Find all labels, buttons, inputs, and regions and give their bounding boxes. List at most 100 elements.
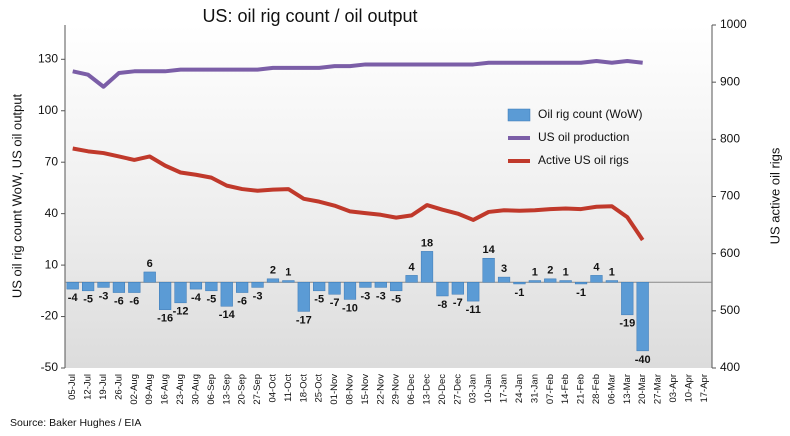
bar <box>82 282 95 292</box>
y-tick-label: 130 <box>38 51 58 65</box>
data-label: 1 <box>563 266 569 278</box>
bar <box>343 282 357 300</box>
x-tick-label: 02-Aug <box>129 374 140 405</box>
data-label: -3 <box>376 290 386 302</box>
legend-label: Oil rig count (WoW) <box>538 107 642 121</box>
x-tick-label: 31-Jan <box>529 374 540 403</box>
bar <box>390 282 403 292</box>
data-label: -5 <box>206 294 216 306</box>
y2-tick-label: 500 <box>720 303 740 317</box>
line <box>72 59 643 89</box>
x-tick-label: 27-Sep <box>252 374 263 405</box>
bar <box>359 282 372 288</box>
y2-tick-label: 800 <box>720 132 740 146</box>
bar <box>297 282 310 312</box>
bar <box>174 282 187 304</box>
data-label: -19 <box>619 318 635 330</box>
bar <box>251 282 264 288</box>
x-tick-label: 09-Aug <box>144 374 155 405</box>
x-tick-label: 23-Aug <box>175 374 186 405</box>
x-tick-label: 21-Feb <box>576 374 587 404</box>
bar <box>467 282 480 302</box>
bar <box>436 282 449 297</box>
bar <box>528 280 541 283</box>
x-tick-label: 08-Nov <box>345 374 356 405</box>
data-label: -7 <box>453 297 463 309</box>
x-tick-label: 12-Jul <box>83 374 94 400</box>
data-label: -3 <box>253 290 263 302</box>
bar <box>374 282 387 288</box>
y2-tick-label: 700 <box>720 189 740 203</box>
bar <box>420 251 434 283</box>
bar <box>266 278 280 283</box>
data-label: -4 <box>191 292 202 304</box>
data-label: 4 <box>409 261 416 273</box>
y-tick-label: 70 <box>45 154 59 168</box>
x-tick-label: 05-Jul <box>67 374 78 400</box>
bar <box>97 282 110 288</box>
bar <box>189 282 203 290</box>
data-label: -1 <box>515 287 525 299</box>
data-label: -7 <box>330 297 340 309</box>
data-label: 2 <box>270 265 276 277</box>
y-tick-label: 10 <box>45 257 59 271</box>
x-tick-label: 03-Jan <box>468 374 479 403</box>
y-tick-label: -20 <box>41 309 59 323</box>
bar <box>313 282 326 292</box>
legend-swatch <box>507 108 531 122</box>
bar <box>544 278 557 283</box>
bar <box>636 282 649 352</box>
x-tick-label: 28-Feb <box>591 374 602 404</box>
data-label: 2 <box>547 265 553 277</box>
x-tick-label: 04-Oct <box>267 374 278 403</box>
data-label: -8 <box>438 299 448 311</box>
y-tick-label: 100 <box>38 103 58 117</box>
y2-tick-label: 1000 <box>720 17 747 31</box>
data-label: -10 <box>342 302 358 314</box>
data-label: -5 <box>83 294 93 306</box>
y-axis-title: US oil rig count WoW, US oil output <box>9 94 24 299</box>
y2-tick-label: 600 <box>720 246 740 260</box>
bar <box>590 275 603 283</box>
y-tick-label: -50 <box>41 360 59 374</box>
x-tick-label: 06-Dec <box>406 374 417 405</box>
x-tick-label: 15-Nov <box>360 374 371 405</box>
x-tick-label: 17-Apr <box>699 374 710 403</box>
x-tick-label: 06-Mar <box>606 374 617 404</box>
data-label: 4 <box>593 261 600 273</box>
x-tick-label: 10-Jan <box>483 374 494 403</box>
data-label: 18 <box>421 237 433 249</box>
data-label: -1 <box>576 287 586 299</box>
data-label: 14 <box>483 244 496 256</box>
x-tick-label: 14-Feb <box>560 374 571 404</box>
data-label: 6 <box>147 258 153 270</box>
x-tick-label: 24-Jan <box>514 374 525 403</box>
x-tick-label: 29-Nov <box>391 374 402 405</box>
data-label: -6 <box>237 295 247 307</box>
data-label: -40 <box>635 354 651 366</box>
bar <box>497 276 511 283</box>
bar <box>405 275 418 283</box>
x-tick-label: 13-Mar <box>622 374 633 404</box>
x-tick-label: 20-Sep <box>237 374 248 405</box>
data-label: 3 <box>501 263 507 275</box>
data-label: -12 <box>173 306 189 318</box>
bar <box>621 282 634 316</box>
data-label: -16 <box>157 313 173 325</box>
bar <box>159 282 172 310</box>
x-tick-label: 30-Aug <box>190 374 201 405</box>
data-label: -17 <box>296 314 312 326</box>
bar <box>451 282 464 295</box>
data-label: -4 <box>68 292 79 304</box>
x-tick-label: 22-Nov <box>375 374 386 405</box>
bar <box>143 271 156 283</box>
x-tick-label: 11-Oct <box>283 374 294 402</box>
y2-axis-title: US active oil rigs <box>767 147 782 244</box>
x-tick-label: 18-Oct <box>298 374 309 403</box>
x-tick-label: 26-Jul <box>113 374 124 400</box>
bar <box>282 280 295 283</box>
x-tick-label: 20-Mar <box>637 374 648 404</box>
y-tick-label: 40 <box>45 206 59 220</box>
data-label: -6 <box>129 295 139 307</box>
